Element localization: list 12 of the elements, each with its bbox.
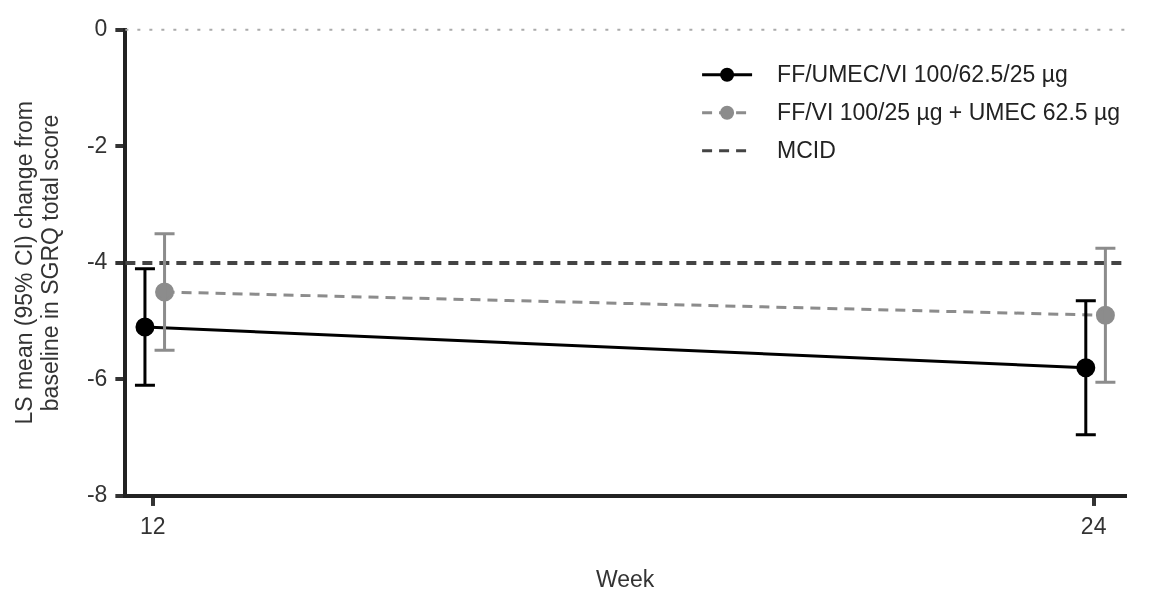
y-tick-label: 0 xyxy=(94,15,108,42)
x-tick-label: 24 xyxy=(1080,513,1107,540)
legend-label: FF/UMEC/VI 100/62.5/25 µg xyxy=(777,61,1068,88)
y-tick-label: -4 xyxy=(86,248,108,275)
y-axis-title: LS mean (95% CI) change from baseline in SGRQ total score xyxy=(10,101,64,425)
legend-label: MCID xyxy=(777,137,836,164)
y-tick-label: -8 xyxy=(86,481,108,508)
y-tick-label: -6 xyxy=(86,364,108,391)
y-tick-label: -2 xyxy=(86,131,108,158)
x-tick-label: 12 xyxy=(140,513,166,540)
legend-label: FF/VI 100/25 µg + UMEC 62.5 µg xyxy=(777,99,1121,126)
x-axis-title: Week xyxy=(595,566,655,593)
